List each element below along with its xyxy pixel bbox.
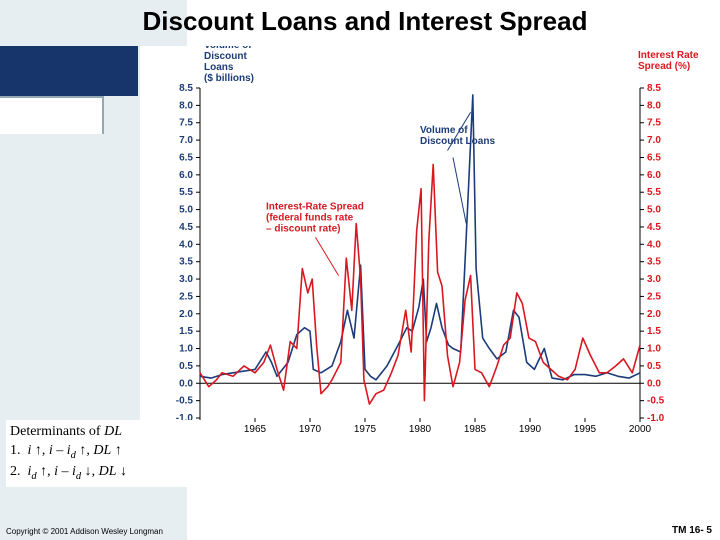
svg-text:($ billions): ($ billions) [204,73,254,84]
svg-text:2000: 2000 [629,424,652,435]
svg-text:7.0: 7.0 [647,135,661,146]
svg-text:8.0: 8.0 [647,100,661,111]
svg-text:6.5: 6.5 [179,152,193,163]
determinants-item-1: 1. i ↑, i – id ↑, DL ↑ [10,442,210,463]
svg-text:1995: 1995 [574,424,597,435]
svg-text:Discount Loans: Discount Loans [420,136,495,147]
svg-text:1980: 1980 [409,424,432,435]
svg-text:Spread (%): Spread (%) [638,61,690,72]
svg-text:1.0: 1.0 [647,344,661,355]
svg-text:5.5: 5.5 [647,187,661,198]
svg-text:2.0: 2.0 [647,309,661,320]
svg-text:Loans: Loans [204,62,234,73]
svg-text:6.0: 6.0 [647,170,661,181]
svg-text:5.5: 5.5 [179,187,193,198]
svg-text:0.5: 0.5 [647,361,661,372]
copyright-footer: Copyright © 2001 Addison Wesley Longman [6,527,163,536]
svg-text:0.5: 0.5 [179,361,193,372]
svg-text:Interest Rate: Interest Rate [638,50,699,61]
svg-text:7.0: 7.0 [179,135,193,146]
svg-text:2.5: 2.5 [179,291,193,302]
svg-text:– discount rate): – discount rate) [266,224,340,235]
svg-text:Discount: Discount [204,51,247,62]
svg-text:4.5: 4.5 [179,222,193,233]
svg-text:6.0: 6.0 [179,170,193,181]
slide-number: TM 16- 5 [672,525,712,536]
svg-text:4.5: 4.5 [647,222,661,233]
svg-text:1985: 1985 [464,424,487,435]
svg-text:3.0: 3.0 [179,274,193,285]
svg-text:1970: 1970 [299,424,322,435]
svg-text:3.5: 3.5 [647,257,661,268]
svg-text:1.5: 1.5 [179,326,193,337]
svg-text:1965: 1965 [244,424,267,435]
svg-text:-0.5: -0.5 [176,396,194,407]
determinants-box: Determinants of DL Determinants of DL 1.… [6,420,214,487]
svg-text:-0.5: -0.5 [647,396,665,407]
svg-text:1.5: 1.5 [647,326,661,337]
determinants-item-2: 2. id ↑, i – id ↓, DL ↓ [10,463,210,484]
chart-container: -1.0 -0.5 0.0 0.5 1.0 1.5 2.0 2.5 3.0 3.5 4.0 4.5 5.… [140,46,700,456]
svg-text:0.0: 0.0 [179,378,193,389]
svg-text:1990: 1990 [519,424,542,435]
svg-text:7.5: 7.5 [179,118,193,129]
svg-text:8.0: 8.0 [179,100,193,111]
svg-text:6.5: 6.5 [647,152,661,163]
svg-text:4.0: 4.0 [179,239,193,250]
decor-light-block [0,96,104,134]
svg-text:7.5: 7.5 [647,118,661,129]
discount-loans-chart: -1.0 -0.5 0.0 0.5 1.0 1.5 2.0 2.5 3.0 3.5 4.0 4.5 5.… [140,46,700,456]
svg-text:1.0: 1.0 [179,344,193,355]
svg-text:5.0: 5.0 [179,205,193,216]
svg-text:8.5: 8.5 [179,83,193,94]
svg-text:Interest-Rate Spread: Interest-Rate Spread [266,202,364,213]
svg-text:2.0: 2.0 [179,309,193,320]
svg-text:8.5: 8.5 [647,83,661,94]
svg-text:-1.0: -1.0 [647,413,665,424]
svg-text:4.0: 4.0 [647,239,661,250]
svg-text:Volume of: Volume of [420,125,468,136]
svg-text:5.0: 5.0 [647,205,661,216]
page-title: Discount Loans and Interest Spread [30,6,700,37]
svg-text:2.5: 2.5 [647,291,661,302]
svg-text:3.5: 3.5 [179,257,193,268]
svg-text:0.0: 0.0 [647,378,661,389]
svg-text:1975: 1975 [354,424,377,435]
decor-blue-block [0,46,138,96]
svg-text:3.0: 3.0 [647,274,661,285]
determinants-heading: Determinants of DL Determinants of DL [10,423,210,442]
svg-text:(federal funds rate: (federal funds rate [266,213,354,224]
